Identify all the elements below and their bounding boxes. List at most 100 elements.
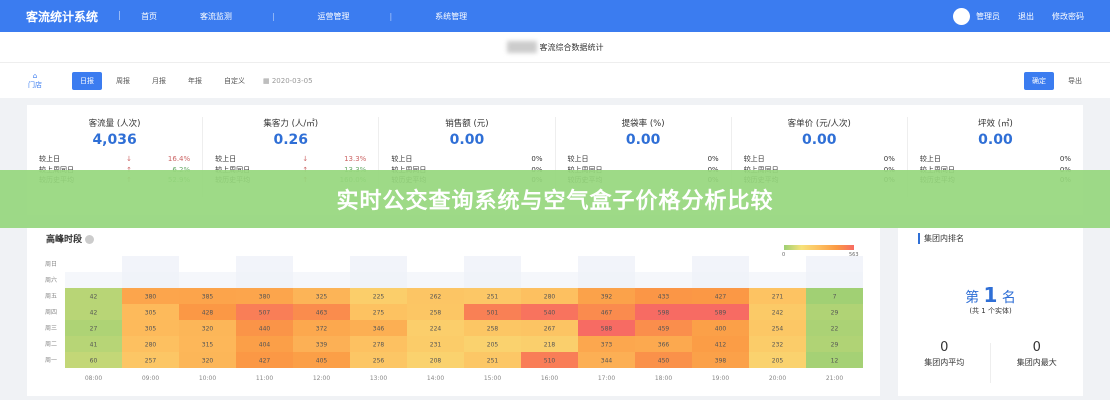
export-button[interactable]: 导出 <box>1068 76 1082 85</box>
heatmap-cell[interactable] <box>65 336 122 352</box>
heatmap-cell[interactable] <box>179 304 236 320</box>
heatmap-cell[interactable] <box>293 304 350 320</box>
heatmap-cell[interactable] <box>464 336 521 352</box>
heatmap-cell[interactable] <box>692 304 749 320</box>
heatmap-cell[interactable] <box>122 336 179 352</box>
heatmap-cell[interactable] <box>635 352 692 368</box>
heatmap-cell[interactable] <box>464 352 521 368</box>
x-tick-label: 10:00 <box>199 375 216 382</box>
heatmap-cell[interactable] <box>179 320 236 336</box>
heatmap-cell[interactable] <box>692 352 749 368</box>
heatmap-cell[interactable] <box>578 352 635 368</box>
user-name[interactable]: 管理员 <box>976 11 1000 21</box>
heatmap-cell[interactable] <box>635 304 692 320</box>
heatmap-cell[interactable] <box>692 288 749 304</box>
cell-label: 433 <box>658 294 670 301</box>
heatmap-cell[interactable] <box>806 320 863 336</box>
heatmap-cell[interactable] <box>407 320 464 336</box>
cell-label: 251 <box>487 358 499 365</box>
heatmap-cell[interactable] <box>65 304 122 320</box>
heatmap-cell[interactable] <box>350 288 407 304</box>
store-icon: ⌂ <box>32 71 38 80</box>
heatmap-cell[interactable] <box>521 304 578 320</box>
avatar[interactable] <box>953 7 970 25</box>
heatmap-cell[interactable] <box>293 288 350 304</box>
tab-custom[interactable]: 自定义 <box>224 76 245 85</box>
heatmap-cell[interactable] <box>692 336 749 352</box>
tab-daily[interactable]: 日报 <box>72 71 102 90</box>
help-icon[interactable] <box>85 235 95 244</box>
date-picker[interactable]: ▦ 2020-03-05 <box>263 76 313 85</box>
heatmap-cell[interactable] <box>521 352 578 368</box>
cell-label: 275 <box>373 310 385 317</box>
heatmap-cell[interactable] <box>122 288 179 304</box>
confirm-button[interactable]: 确定 <box>1024 71 1054 90</box>
heatmap-cell[interactable] <box>65 352 122 368</box>
heatmap-cell[interactable] <box>521 336 578 352</box>
heatmap-cell[interactable] <box>521 320 578 336</box>
cell-label: 218 <box>544 342 556 349</box>
heatmap-cell[interactable] <box>749 352 806 368</box>
heatmap-cell[interactable] <box>578 288 635 304</box>
heatmap-cell[interactable] <box>122 352 179 368</box>
heatmap-cell[interactable] <box>350 336 407 352</box>
heatmap-cell[interactable] <box>236 336 293 352</box>
tab-monthly[interactable]: 月报 <box>152 76 166 85</box>
heatmap-cell[interactable] <box>293 336 350 352</box>
heatmap-cell[interactable] <box>635 288 692 304</box>
heatmap-cell[interactable] <box>578 320 635 336</box>
heatmap-cell[interactable] <box>749 288 806 304</box>
heatmap-cell[interactable] <box>692 320 749 336</box>
nav-system[interactable]: 系统管理 <box>435 11 468 21</box>
heatmap-cell[interactable] <box>521 288 578 304</box>
nav-operation[interactable]: 运营管理 <box>317 11 350 21</box>
y-tick-label: 周四 <box>45 309 57 316</box>
blurred-store-name <box>506 41 537 53</box>
heatmap-cell[interactable] <box>65 288 122 304</box>
heatmap-cell[interactable] <box>464 304 521 320</box>
heatmap-cell[interactable] <box>236 288 293 304</box>
heatmap-cell[interactable] <box>407 304 464 320</box>
heatmap-cell[interactable] <box>407 336 464 352</box>
heatmap-cell[interactable] <box>236 304 293 320</box>
heatmap-cell[interactable] <box>806 336 863 352</box>
heatmap-cell[interactable] <box>122 304 179 320</box>
heatmap-cell[interactable] <box>407 288 464 304</box>
tab-yearly[interactable]: 年报 <box>188 76 202 85</box>
nav-home[interactable]: 首页 <box>141 11 158 21</box>
heatmap-cell[interactable] <box>578 336 635 352</box>
heatmap-cell[interactable] <box>806 288 863 304</box>
heatmap-cell[interactable] <box>806 352 863 368</box>
heatmap-cell[interactable] <box>464 320 521 336</box>
heatmap-cell[interactable] <box>236 352 293 368</box>
heatmap-cell[interactable] <box>635 320 692 336</box>
cell-label: 373 <box>601 342 613 349</box>
nav-monitor[interactable]: 客流监测 <box>199 11 232 21</box>
heatmap-cell[interactable] <box>236 320 293 336</box>
heatmap-cell[interactable] <box>749 320 806 336</box>
heatmap-cell[interactable] <box>65 320 122 336</box>
heatmap-cell[interactable] <box>350 304 407 320</box>
tab-weekly[interactable]: 周报 <box>116 76 130 85</box>
kpi-compare-row: 较上周同日↑13.3% <box>215 165 366 176</box>
heatmap-cell[interactable] <box>749 304 806 320</box>
heatmap-cell[interactable] <box>464 288 521 304</box>
heatmap-cell[interactable] <box>635 336 692 352</box>
heatmap-cell[interactable] <box>179 336 236 352</box>
heatmap-cell[interactable] <box>749 336 806 352</box>
heatmap-cell[interactable] <box>122 320 179 336</box>
heatmap-cell[interactable] <box>350 320 407 336</box>
heatmap-cell[interactable] <box>806 304 863 320</box>
heatmap-cell[interactable] <box>407 352 464 368</box>
cell-label: 231 <box>430 342 442 349</box>
heatmap-cell[interactable] <box>293 320 350 336</box>
trend-arrow-icon: ↓ <box>302 155 309 163</box>
store-selector[interactable]: ⌂ 门店 <box>20 72 50 90</box>
heatmap-cell[interactable] <box>578 304 635 320</box>
heatmap-cell[interactable] <box>350 352 407 368</box>
change-password-link[interactable]: 修改密码 <box>1052 11 1084 21</box>
heatmap-cell[interactable] <box>293 352 350 368</box>
heatmap-cell[interactable] <box>179 288 236 304</box>
heatmap-cell[interactable] <box>179 352 236 368</box>
logout-link[interactable]: 退出 <box>1018 11 1034 21</box>
